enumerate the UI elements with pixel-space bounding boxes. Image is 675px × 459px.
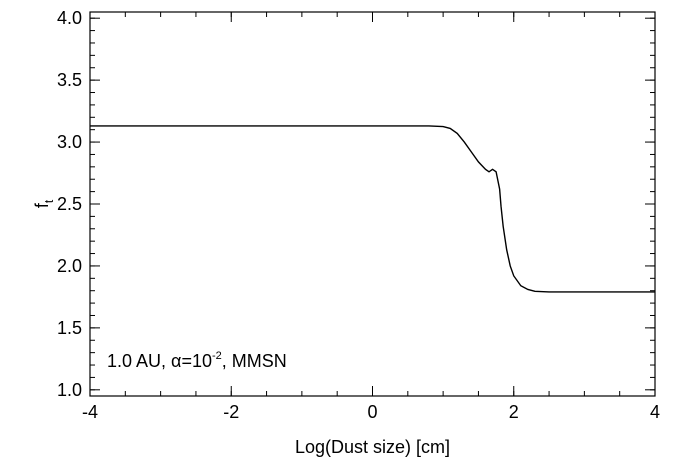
y-tick-label: 2.5 xyxy=(57,194,82,214)
y-tick-label: 1.0 xyxy=(57,380,82,400)
x-tick-label: 0 xyxy=(367,402,377,422)
x-axis-label: Log(Dust size) [cm] xyxy=(295,437,450,457)
y-tick-label: 4.0 xyxy=(57,8,82,28)
y-tick-label: 2.0 xyxy=(57,256,82,276)
y-axis-label-main: f xyxy=(32,202,52,208)
y-tick-label: 3.5 xyxy=(57,70,82,90)
annotation-alpha-eq: =10 xyxy=(181,351,212,371)
svg-text:ft: ft xyxy=(32,199,56,208)
y-tick-label: 1.5 xyxy=(57,318,82,338)
axis-ticks xyxy=(89,12,656,396)
annotation-prefix: 1.0 AU, xyxy=(107,351,171,371)
annotation-alpha-exp: -2 xyxy=(212,350,222,362)
annotation: 1.0 AU, α=10-2, MMSN xyxy=(107,350,287,371)
annotation-suffix: , MMSN xyxy=(222,351,287,371)
annotation-alpha: α xyxy=(171,351,181,371)
series-line xyxy=(90,125,655,293)
x-tick-label: -2 xyxy=(223,402,239,422)
x-tick-label: 2 xyxy=(509,402,519,422)
axis-tick-labels: -4 -2 0 2 4 1.0 1.5 2.0 2.5 3.0 3.5 4.0 xyxy=(57,8,660,422)
x-tick-label: 4 xyxy=(650,402,660,422)
plot-frame xyxy=(89,11,656,397)
x-tick-label: -4 xyxy=(82,402,98,422)
y-tick-label: 3.0 xyxy=(57,132,82,152)
y-axis-label: ft xyxy=(32,199,56,208)
y-axis-label-sub: t xyxy=(42,199,56,203)
